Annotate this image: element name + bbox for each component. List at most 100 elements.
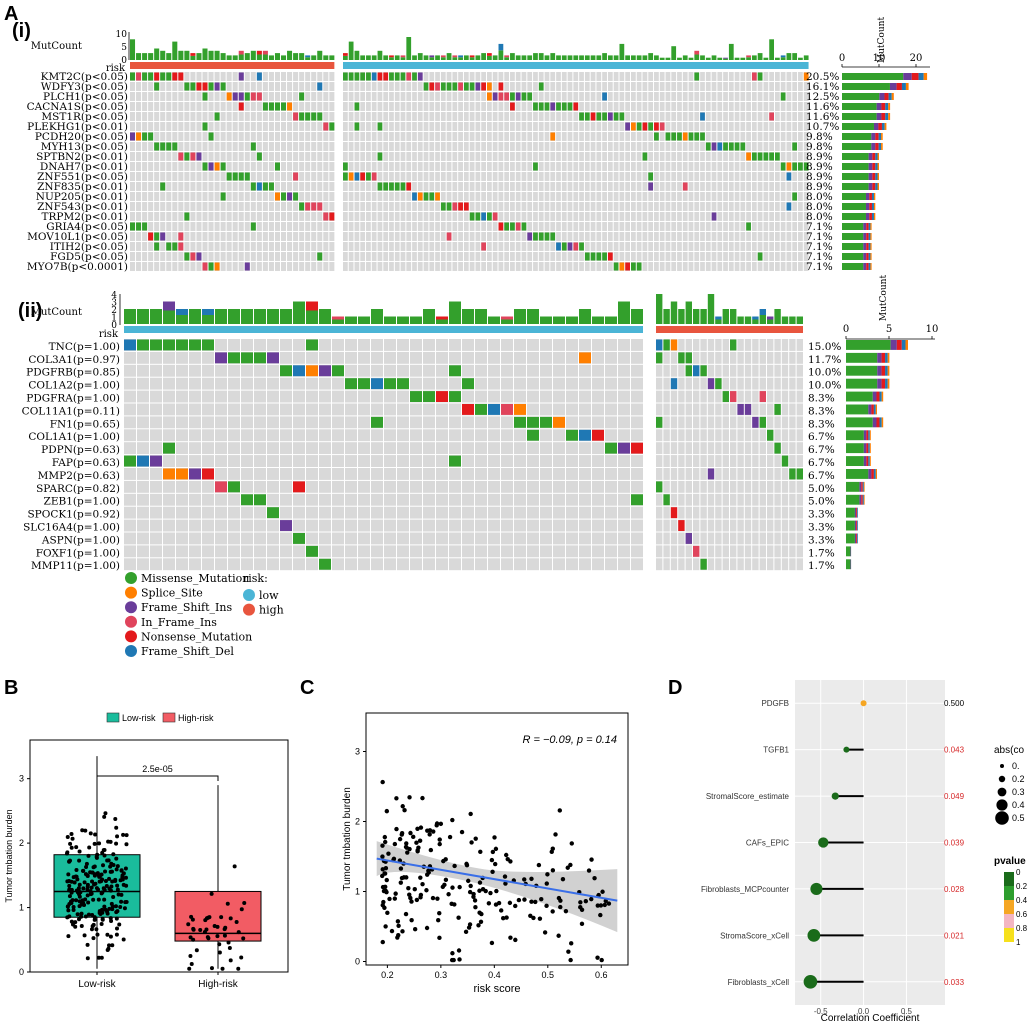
grid-cell <box>510 162 515 171</box>
top-bar <box>412 55 417 60</box>
grid-cell <box>625 72 630 81</box>
grid-cell <box>757 122 763 131</box>
grid-cell <box>774 545 781 558</box>
data-point <box>79 902 84 907</box>
grid-cell <box>435 232 440 241</box>
grid-cell <box>688 72 694 81</box>
grid-cell <box>707 339 715 351</box>
top-bar <box>256 54 262 60</box>
grid-cell <box>677 92 682 101</box>
top-bar <box>501 319 513 324</box>
grid-cell <box>189 429 201 442</box>
grid-cell <box>786 92 792 101</box>
grid-cell <box>329 152 335 161</box>
data-point <box>438 821 444 827</box>
side-bar-segment <box>866 243 869 250</box>
grid-cell <box>757 102 763 111</box>
grid-cell <box>734 192 740 201</box>
side-bar-segment <box>846 520 855 531</box>
grid-cell <box>196 92 202 101</box>
grid-cell <box>759 558 766 571</box>
grid-cell <box>184 92 190 101</box>
grid-cell <box>358 339 370 351</box>
grid-cell <box>538 142 544 151</box>
grid-cell <box>596 202 602 211</box>
grid-cell <box>730 493 737 506</box>
grid-cell <box>798 112 803 121</box>
grid-cell <box>746 142 751 151</box>
data-point <box>103 879 108 884</box>
grid-cell <box>757 232 763 241</box>
gene-label: PLEKHG1(p<0.01) <box>27 121 128 133</box>
grid-cell <box>371 92 377 101</box>
grid-cell <box>487 222 492 231</box>
top-bar <box>202 48 208 60</box>
mutation-cell <box>287 192 293 201</box>
legend-dot <box>125 572 137 584</box>
mutation-cell <box>602 92 607 101</box>
grid-cell <box>389 262 394 271</box>
mutation-cell <box>137 455 149 467</box>
mutation-cell <box>487 212 492 221</box>
grid-cell <box>596 172 602 181</box>
grid-cell <box>462 506 474 519</box>
grid-cell <box>584 122 590 131</box>
grid-cell <box>274 72 280 81</box>
grid-cell <box>305 162 311 171</box>
gene-label: MMP2(p=0.63) <box>38 470 120 482</box>
side-bars-ii <box>846 340 908 570</box>
grid-cell <box>677 212 682 221</box>
grid-cell <box>323 132 329 141</box>
grid-cell <box>631 519 643 532</box>
grid-cell <box>268 122 274 131</box>
side-bar-segment <box>842 133 872 140</box>
grid-cell <box>492 152 498 161</box>
grid-cell <box>215 519 227 532</box>
mutation-cell <box>417 72 423 81</box>
grid-cell <box>412 182 417 191</box>
side-bar-segment <box>861 481 863 492</box>
grid-cell <box>148 192 154 201</box>
grid-cell <box>527 72 533 81</box>
grid-cell <box>268 192 274 201</box>
grid-cell <box>124 493 136 506</box>
mutation-cell <box>383 182 389 191</box>
data-point <box>227 945 232 950</box>
grid-cell <box>789 429 796 442</box>
mutation-cell <box>602 252 607 261</box>
grid-cell <box>521 132 527 141</box>
mutation-cell <box>693 365 700 377</box>
data-point <box>99 955 104 960</box>
top-tick-i-5: 5 <box>121 43 127 53</box>
grid-cell <box>642 242 648 251</box>
data-point <box>522 897 527 902</box>
grid-cell <box>567 82 573 91</box>
grid-cell <box>613 172 619 181</box>
side-bar-segment <box>863 263 867 270</box>
data-point <box>124 833 129 838</box>
grid-cell <box>540 455 552 467</box>
color-legend-swatch <box>1004 914 1014 928</box>
top-bar <box>226 55 232 60</box>
grid-cell <box>694 232 700 241</box>
grid-cell <box>280 429 292 442</box>
grid-cell <box>463 132 469 141</box>
mutation-cell <box>228 481 240 493</box>
grid-cell <box>154 262 160 271</box>
legend-dot <box>125 630 137 643</box>
top-tick-label: 2 <box>111 306 117 316</box>
top-bar <box>254 309 266 324</box>
grid-cell <box>514 455 526 467</box>
grid-cell <box>458 262 463 271</box>
significance-bracket <box>96 775 219 781</box>
data-point <box>416 845 421 850</box>
top-bar <box>241 309 253 324</box>
grid-cell <box>458 152 463 161</box>
grid-cell <box>737 493 744 506</box>
side-bar-segment <box>863 494 865 505</box>
grid-cell <box>400 142 406 151</box>
grid-cell <box>332 558 344 571</box>
grid-cell <box>150 390 162 403</box>
grid-cell <box>744 429 752 442</box>
mutation-cell <box>533 232 538 241</box>
